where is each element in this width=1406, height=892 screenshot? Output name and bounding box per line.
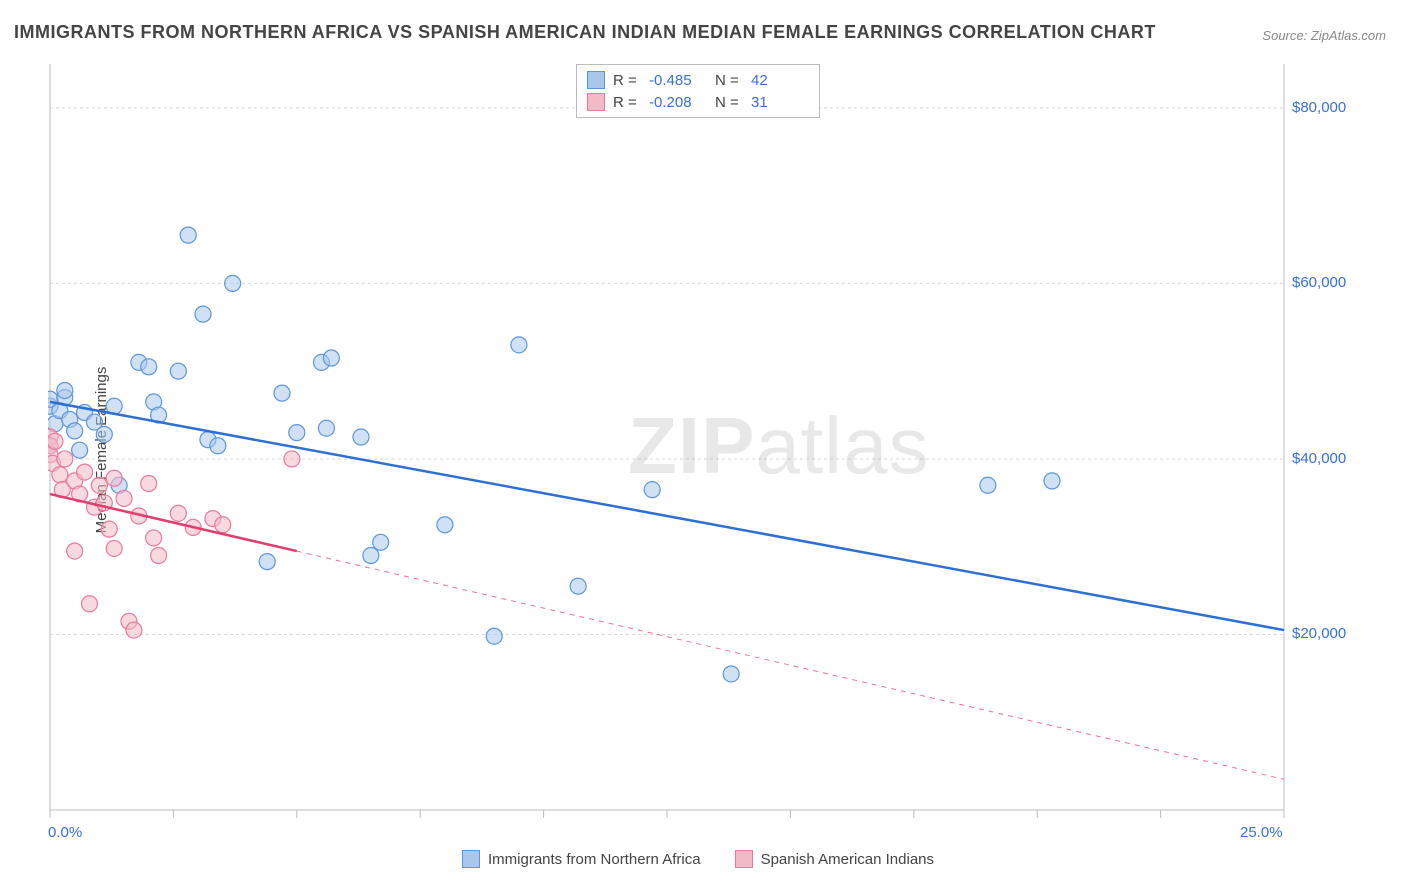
chart-title: IMMIGRANTS FROM NORTHERN AFRICA VS SPANI… xyxy=(14,22,1156,43)
y-tick-label: $80,000 xyxy=(1292,99,1346,116)
scatter-plot xyxy=(48,60,1348,840)
legend-n-label: N = xyxy=(715,72,743,89)
legend-swatch xyxy=(462,850,480,868)
legend-series-item: Spanish American Indians xyxy=(735,850,934,868)
legend-n-value: 42 xyxy=(751,72,809,89)
legend-r-value: -0.485 xyxy=(649,72,707,89)
legend-correlation-row: R = -0.208 N = 31 xyxy=(587,91,809,113)
chart-area: Median Female Earnings ZIPatlas R =-0.48… xyxy=(48,60,1348,840)
legend-r-label: R = xyxy=(613,94,641,111)
x-tick-label: 25.0% xyxy=(1240,824,1283,841)
series-legend: Immigrants from Northern Africa Spanish A… xyxy=(462,850,934,868)
x-tick-label: 0.0% xyxy=(48,824,82,841)
source-attribution: Source: ZipAtlas.com xyxy=(1262,28,1386,43)
legend-r-value: -0.208 xyxy=(649,94,707,111)
legend-correlation-row: R = -0.485 N = 42 xyxy=(587,69,809,91)
legend-swatch xyxy=(735,850,753,868)
legend-n-value: 31 xyxy=(751,94,809,111)
source-value: ZipAtlas.com xyxy=(1311,28,1386,43)
y-tick-label: $20,000 xyxy=(1292,625,1346,642)
y-tick-label: $60,000 xyxy=(1292,274,1346,291)
legend-swatch xyxy=(587,93,605,111)
legend-swatch xyxy=(587,71,605,89)
y-tick-label: $40,000 xyxy=(1292,450,1346,467)
correlation-legend: R = -0.485 N = 42 R = -0.208 N = 31 xyxy=(576,64,820,118)
legend-series-name: Immigrants from Northern Africa xyxy=(488,851,701,868)
legend-n-label: N = xyxy=(715,94,743,111)
legend-series-name: Spanish American Indians xyxy=(761,851,934,868)
legend-r-label: R = xyxy=(613,72,641,89)
legend-series-item: Immigrants from Northern Africa xyxy=(462,850,701,868)
source-label: Source: xyxy=(1262,28,1307,43)
